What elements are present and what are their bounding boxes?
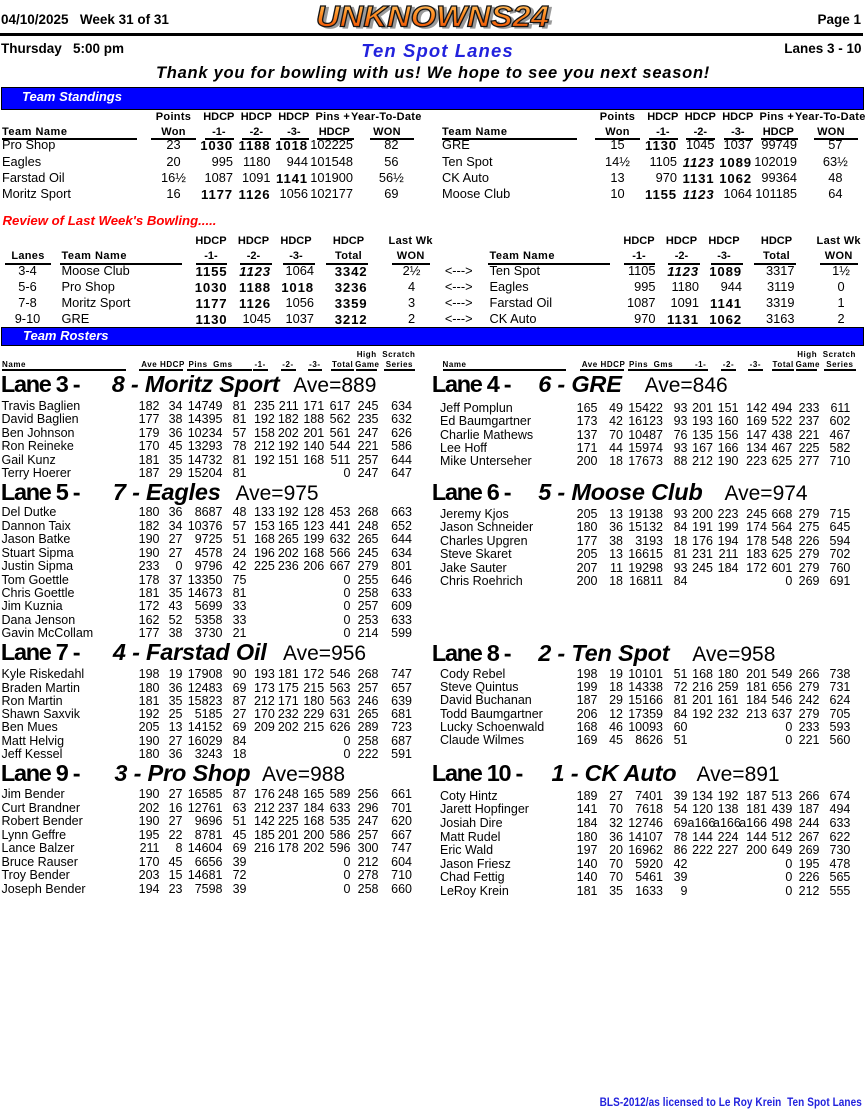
svg-text:UNKNOWNS24: UNKNOWNS24 [316, 1, 549, 33]
svg-text:UNKNOWNS24: UNKNOWNS24 [319, 2, 552, 33]
